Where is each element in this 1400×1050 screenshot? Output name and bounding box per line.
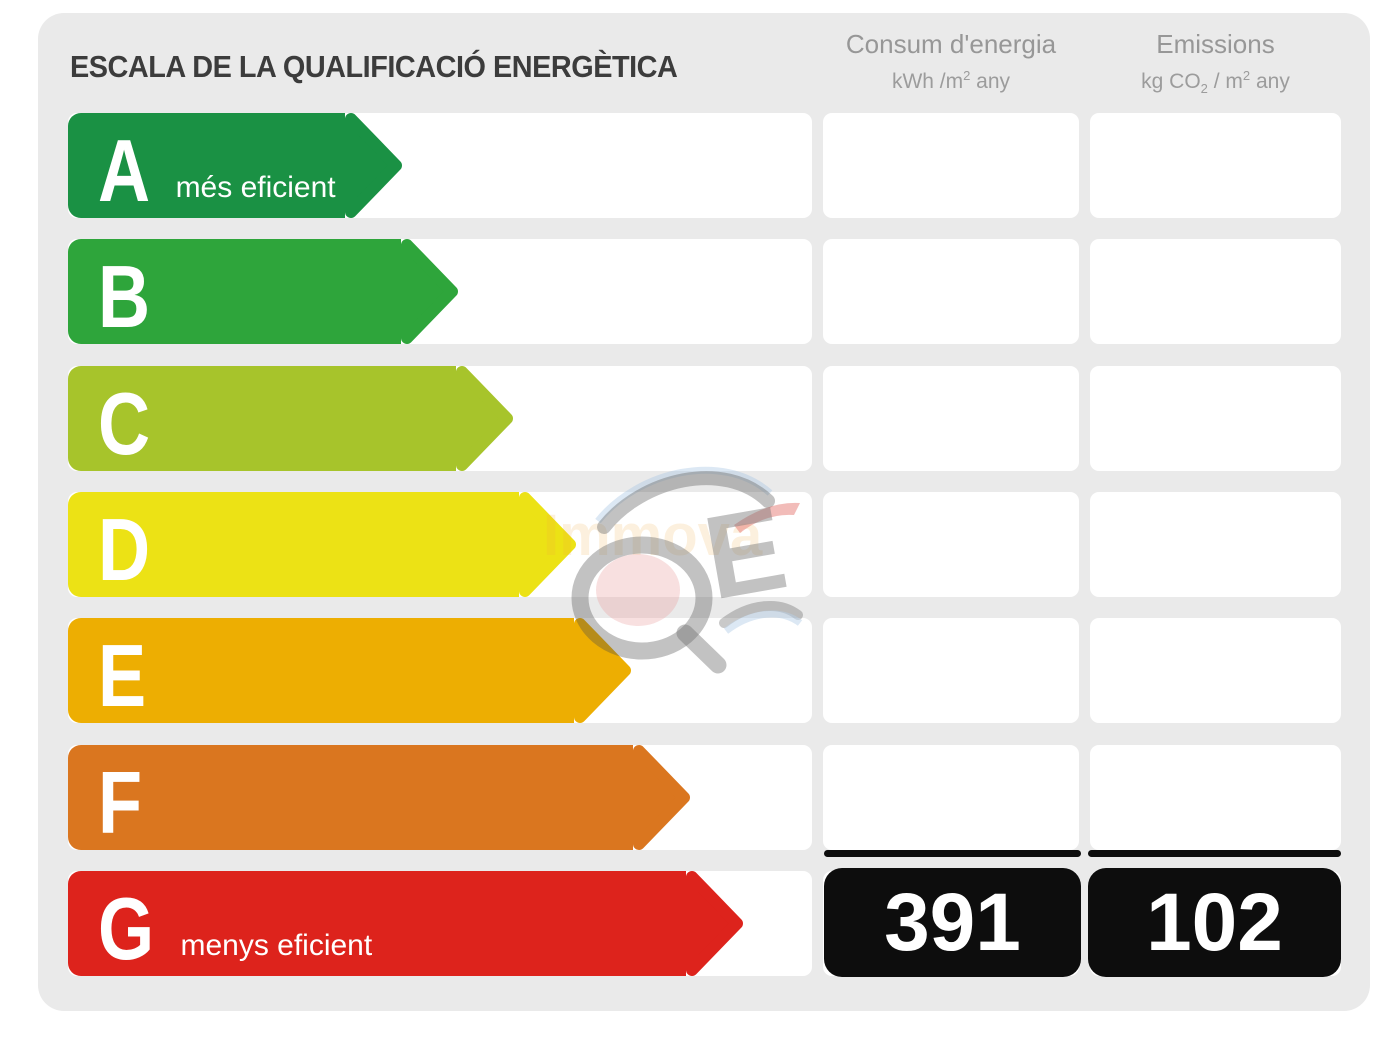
page-title: ESCALA DE LA QUALIFICACIÓ ENERGÈTICA — [70, 49, 678, 84]
arrow-head-icon — [401, 239, 458, 344]
grade-letter: B — [98, 247, 151, 346]
consum-cell — [823, 492, 1079, 597]
rating-row-E: E — [38, 618, 1370, 723]
consum-value-box: 391 — [824, 868, 1081, 977]
consum-cell — [823, 239, 1079, 344]
emissions-header-title: Emissions — [1156, 29, 1275, 59]
arrow-head-icon — [686, 871, 743, 976]
rating-row-A: A més eficient — [38, 113, 1370, 218]
consum-column-header: Consum d'energia kWh /m2 any — [823, 27, 1079, 97]
consum-value-strip — [824, 850, 1081, 857]
emissions-cell — [1090, 618, 1341, 723]
consum-cell — [823, 745, 1079, 850]
rating-arrow: E — [68, 618, 631, 723]
grade-note: més eficient — [175, 171, 336, 204]
grade-letter: C — [98, 374, 151, 473]
rating-arrow: F — [68, 745, 690, 850]
consum-header-unit: kWh /m2 any — [891, 68, 1011, 93]
rating-arrow: A més eficient — [68, 113, 402, 218]
consum-cell — [823, 618, 1079, 723]
grade-letter: D — [98, 500, 151, 599]
rating-arrow: C — [68, 366, 513, 471]
arrow-head-icon — [574, 618, 631, 723]
consum-cell — [823, 113, 1079, 218]
grade-letter: G — [98, 879, 155, 978]
grade-letter: E — [98, 626, 147, 725]
rating-row-C: C — [38, 366, 1370, 471]
rating-row-B: B — [38, 239, 1370, 344]
emissions-cell — [1090, 745, 1341, 850]
consum-header-title: Consum d'energia — [845, 29, 1057, 59]
emissions-column-header: Emissions kg CO2 / m2 any — [1090, 27, 1341, 104]
emissions-value-box: 102 — [1088, 868, 1341, 977]
rating-row-G: G menys eficient 391 102 — [38, 850, 1370, 977]
emissions-value-strip — [1088, 850, 1341, 857]
grade-note: menys eficient — [180, 929, 373, 962]
emissions-cell — [1090, 492, 1341, 597]
emissions-header-unit: kg CO2 / m2 any — [1141, 68, 1290, 97]
rating-row-D: D — [38, 492, 1370, 597]
rating-arrow: D — [68, 492, 576, 597]
rating-arrow: B — [68, 239, 458, 344]
rating-row-F: F — [38, 745, 1370, 850]
grade-letter: F — [98, 753, 143, 852]
arrow-head-icon — [345, 113, 402, 218]
consum-cell — [823, 366, 1079, 471]
arrow-head-icon — [633, 745, 690, 850]
emissions-cell — [1090, 113, 1341, 218]
emissions-cell — [1090, 366, 1341, 471]
arrow-head-icon — [519, 492, 576, 597]
energy-label-panel: ESCALA DE LA QUALIFICACIÓ ENERGÈTICA Con… — [38, 13, 1370, 1011]
arrow-head-icon — [456, 366, 513, 471]
emissions-cell — [1090, 239, 1341, 344]
rating-arrow: G menys eficient — [68, 871, 743, 976]
grade-letter: A — [98, 121, 151, 220]
